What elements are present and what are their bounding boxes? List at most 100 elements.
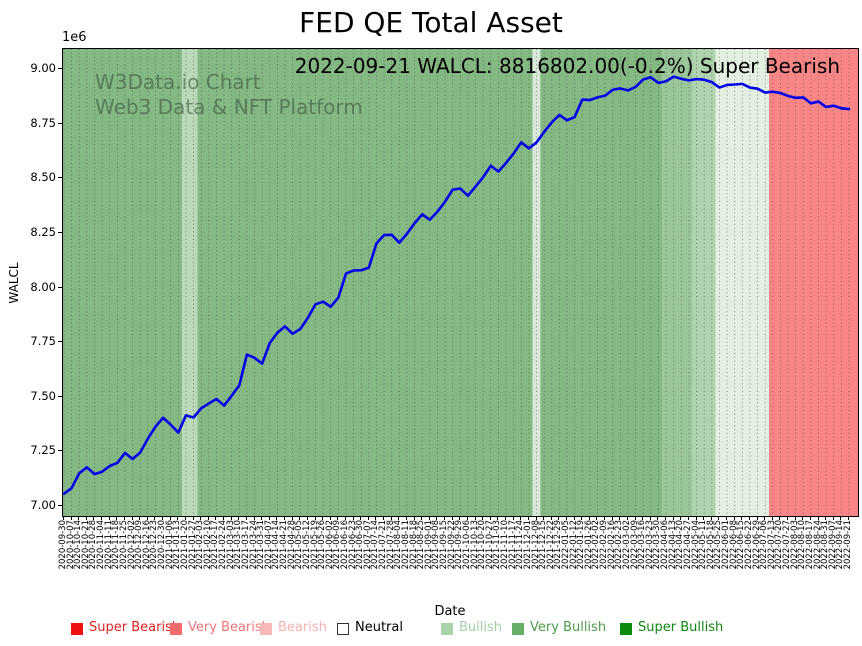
regime-band-bullish [692, 49, 716, 516]
x-tick-mark [665, 516, 667, 520]
x-tick-mark [284, 516, 286, 520]
x-tick-mark [756, 516, 758, 520]
x-tick-mark [352, 516, 354, 520]
x-tick-mark [436, 516, 438, 520]
y-tick-mark [58, 450, 62, 452]
x-tick-mark [573, 516, 575, 520]
x-tick-mark [482, 516, 484, 520]
legend-swatch [620, 623, 632, 635]
regime-band-very_bullish [63, 49, 183, 516]
legend-label: Very Bullish [530, 620, 607, 635]
x-tick-mark [421, 516, 423, 520]
y-tick-mark [58, 177, 62, 179]
x-tick-mark [535, 516, 537, 520]
legend-label: Bullish [459, 620, 503, 635]
x-tick-mark [733, 516, 735, 520]
x-tick-mark [306, 516, 308, 520]
y-tick-label: 7.75 [30, 334, 56, 349]
x-tick-mark [169, 516, 171, 520]
y-tick-label: 7.00 [30, 498, 56, 512]
x-tick-mark [459, 516, 461, 520]
y-tick-label: 8.00 [30, 279, 56, 294]
x-tick-mark [581, 516, 583, 520]
x-axis-title: Date [434, 604, 466, 619]
y-tick-mark [58, 395, 62, 397]
x-tick-mark [848, 516, 849, 520]
x-tick-mark [428, 516, 430, 520]
x-tick-mark [596, 516, 598, 520]
x-tick-mark [154, 516, 156, 520]
y-tick-label: 8.50 [30, 170, 56, 185]
x-tick-mark [825, 516, 827, 520]
x-tick-mark [413, 516, 415, 520]
x-tick-mark [192, 516, 194, 520]
x-tick-mark [840, 516, 842, 520]
x-tick-mark [444, 516, 446, 520]
x-tick-mark [558, 516, 560, 520]
x-tick-mark [566, 516, 567, 520]
y-tick-mark [58, 341, 62, 343]
x-tick-mark [146, 516, 148, 520]
y-tick-mark [58, 231, 62, 233]
x-tick-mark [802, 516, 804, 520]
x-tick-mark [78, 516, 80, 520]
x-tick-mark [687, 516, 689, 520]
x-tick-mark [527, 516, 529, 520]
x-tick-mark [642, 516, 644, 520]
x-tick-mark [337, 516, 339, 520]
x-tick-mark [329, 516, 331, 520]
x-tick-mark [162, 516, 164, 520]
legend-swatch [337, 623, 349, 635]
y-tick-mark [58, 505, 62, 506]
x-tick-mark [604, 516, 606, 520]
x-tick-mark [726, 516, 728, 520]
x-tick-mark [360, 516, 362, 520]
x-tick-mark [466, 516, 468, 520]
legend-swatch [71, 623, 83, 635]
x-tick-mark [695, 516, 697, 520]
x-tick-mark [398, 516, 400, 520]
x-tick-mark [184, 516, 186, 520]
x-tick-mark [314, 516, 316, 520]
x-tick-mark [238, 516, 240, 520]
x-tick-mark [108, 516, 110, 520]
x-tick-mark [474, 516, 476, 520]
x-tick-mark [344, 516, 346, 520]
legend-label: Super Bearish [89, 620, 181, 635]
x-tick-mark [703, 516, 705, 520]
x-tick-mark [207, 516, 209, 520]
legend-swatch [441, 623, 453, 635]
x-tick-mark [497, 516, 499, 520]
x-tick-mark [710, 516, 712, 520]
x-tick-mark [131, 516, 133, 520]
x-tick-mark [619, 516, 621, 520]
x-tick-mark [794, 516, 796, 520]
line-chart [63, 49, 858, 516]
x-tick-mark [367, 516, 369, 520]
x-tick-mark [718, 516, 720, 520]
y-tick-mark [58, 122, 62, 124]
walcl-line-series [63, 75, 851, 496]
x-tick-mark [550, 516, 552, 520]
x-tick-mark [611, 516, 613, 520]
x-tick-mark [817, 516, 819, 520]
x-tick-mark [375, 516, 377, 520]
x-tick-mark [123, 516, 125, 520]
regime-band-very_bullish [197, 49, 533, 516]
x-tick-mark [657, 516, 659, 520]
x-tick-mark [779, 516, 781, 520]
legend-swatch [512, 623, 524, 635]
legend-swatch [170, 623, 182, 635]
x-tick-mark [101, 516, 103, 520]
regime-band-neutral_stripe [532, 49, 541, 516]
x-tick-mark [200, 516, 202, 520]
legend: Super Bearish Very Bearish Bearish Neutral B… [0, 620, 862, 642]
regime-band-neutral_band [715, 49, 769, 516]
regime-band-very_bullish [540, 49, 663, 516]
x-tick-mark [223, 516, 225, 520]
x-tick-mark [809, 516, 811, 520]
y-tick-label: 7.25 [30, 443, 56, 458]
x-tick-mark [70, 516, 72, 520]
y-tick-label: 8.75 [30, 115, 56, 130]
y-tick-label: 9.00 [30, 61, 56, 75]
